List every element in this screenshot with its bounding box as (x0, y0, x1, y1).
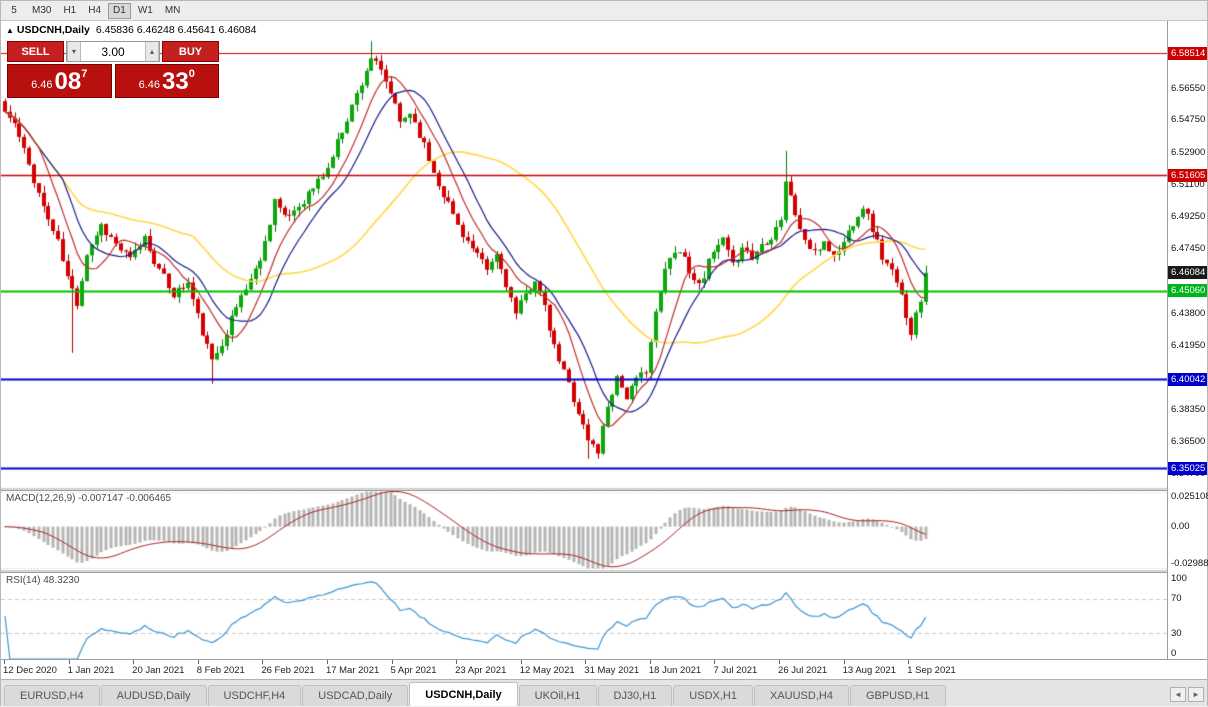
chart-tab-audusd-daily[interactable]: AUDUSD,Daily (100, 685, 207, 706)
price-axis-label: 6.49250 (1171, 211, 1206, 223)
price-axis-main: 6.56550 6.54750 6.52900 6.51100 6.49250 6.474… (1168, 21, 1207, 487)
timeframe-button-h1[interactable]: H1 (63, 4, 77, 16)
volume-decrease-icon[interactable]: ▾ (67, 42, 81, 61)
one-click-trading-panel: SELL ▾ 3.00 ▴ BUY 6.46 08 7 6.46 (7, 41, 219, 98)
rsi-axis-label: 30 (1171, 627, 1182, 639)
price-axis-rsi: 100 70 30 0 (1168, 573, 1207, 659)
pane-separator[interactable] (1, 487, 1207, 491)
timeframe-button-5[interactable]: 5 (11, 4, 17, 16)
time-axis-label: 23 Apr 2021 (455, 660, 507, 676)
buy-price-prefix: 6.46 (138, 79, 161, 91)
price-line-badge: 6.35025 (1168, 461, 1207, 475)
macd-axis-label: 0.025108 (1171, 491, 1208, 502)
volume-stepper[interactable]: ▾ 3.00 ▴ (66, 41, 160, 62)
price-line-badge: 6.58514 (1168, 46, 1207, 60)
time-axis-label: 31 May 2021 (584, 660, 640, 676)
price-axis-label: 6.51100 (1171, 178, 1205, 190)
chart-tab-gbpusd-h1[interactable]: GBPUSD,H1 (849, 685, 946, 706)
time-axis[interactable]: 12 Dec 2020 1 Jan 2021 20 Jan 2021 8 Feb 20… (1, 659, 1207, 679)
macd-axis-label: -0.029884 (1171, 558, 1208, 569)
time-axis-label: 8 Feb 2021 (196, 660, 245, 676)
time-axis-label: 18 Jun 2021 (648, 660, 702, 676)
time-axis-label: 20 Jan 2021 (132, 660, 185, 676)
candlestick-chart-canvas[interactable] (1, 21, 1167, 487)
timeframe-button-h4[interactable]: H4 (88, 4, 102, 16)
time-axis-label: 12 Dec 2020 (3, 660, 57, 676)
volume-increase-icon[interactable]: ▴ (145, 42, 159, 61)
rsi-indicator-pane: RSI(14) 48.3230 (1, 573, 1167, 659)
price-axis[interactable]: 6.56550 6.54750 6.52900 6.51100 6.49250 6.474… (1167, 21, 1208, 659)
price-line-badge: 6.45060 (1168, 284, 1207, 298)
chart-tabs-bar: EURUSD,H4 AUDUSD,Daily USDCHF,H4 USDCAD,Dai… (1, 679, 1207, 706)
sell-price-display[interactable]: 6.46 08 7 (7, 64, 112, 98)
rsi-indicator-label: RSI(14) 48.3230 (6, 575, 80, 586)
time-axis-label: 26 Feb 2021 (261, 660, 315, 676)
chart-tab-xauusd-h4[interactable]: XAUUSD,H4 (753, 685, 849, 706)
volume-value[interactable]: 3.00 (101, 44, 125, 59)
timeframe-button-w1[interactable]: W1 (137, 4, 153, 16)
tab-scroll-left-icon[interactable]: ◄ (1170, 687, 1186, 702)
timeframe-button-mn[interactable]: MN (164, 4, 181, 16)
price-axis-label: 6.38350 (1171, 403, 1206, 415)
collapse-trade-panel-icon[interactable]: ▲ (6, 26, 14, 35)
macd-chart-canvas[interactable] (1, 491, 1167, 569)
sell-price-pip: 7 (81, 68, 88, 80)
time-axis-label: 1 Jan 2021 (67, 660, 115, 676)
time-axis-label: 12 May 2021 (519, 660, 575, 676)
macd-axis-label: 0.00 (1171, 521, 1190, 533)
rsi-axis-label: 70 (1171, 593, 1182, 605)
rsi-chart-canvas[interactable] (1, 573, 1167, 659)
price-axis-label: 6.41950 (1171, 340, 1206, 352)
price-axis-macd: 0.025108 0.00 -0.029884 (1168, 491, 1208, 569)
time-axis-label: 17 Mar 2021 (325, 660, 380, 676)
price-axis-label: 6.56550 (1171, 82, 1206, 94)
sell-price-prefix: 6.46 (31, 79, 53, 91)
chart-title: ▲ USDCNH,Daily 6.45836 6.46248 6.45641 6.4… (6, 24, 256, 36)
timeframe-toolbar: 5 M30 H1 H4 D1 W1 MN (1, 1, 1207, 21)
price-axis-label: 6.52900 (1171, 147, 1206, 158)
pane-separator[interactable] (1, 569, 1207, 573)
rsi-axis-label: 100 (1171, 573, 1187, 584)
buy-price-pip: 0 (188, 68, 195, 80)
main-chart-pane: ▲ USDCNH,Daily 6.45836 6.46248 6.45641 6.4… (1, 21, 1167, 487)
time-axis-label: 1 Sep 2021 (907, 660, 956, 676)
price-line-badge: 6.51605 (1168, 168, 1207, 182)
chart-ohlc-values: 6.45836 6.46248 6.45641 6.46084 (95, 24, 257, 36)
sell-button[interactable]: SELL (7, 41, 64, 62)
buy-price-display[interactable]: 6.46 33 0 (114, 64, 219, 98)
chart-tab-usdchf-h4[interactable]: USDCHF,H4 (207, 685, 302, 706)
chart-tab-dj30-h1[interactable]: DJ30,H1 (597, 685, 673, 706)
time-axis-label: 7 Jul 2021 (713, 660, 758, 676)
price-line-badge: 6.46084 (1168, 266, 1207, 280)
timeframe-button-d1[interactable]: D1 (108, 2, 131, 19)
chart-tab-eurusd-h4[interactable]: EURUSD,H4 (4, 685, 100, 706)
timeframe-button-m30[interactable]: M30 (32, 4, 52, 16)
chart-symbol-label: USDCNH,Daily (16, 24, 90, 36)
time-axis-label: 13 Aug 2021 (842, 660, 896, 676)
chart-tab-ukoil-h1[interactable]: UKOil,H1 (518, 685, 597, 706)
time-axis-label: 26 Jul 2021 (778, 660, 828, 676)
chart-tab-usdcnh-daily[interactable]: USDCNH,Daily (409, 682, 518, 706)
buy-button[interactable]: BUY (162, 41, 219, 62)
price-axis-label: 6.47450 (1171, 243, 1206, 255)
price-axis-label: 6.54750 (1171, 114, 1206, 126)
tab-scroll-right-icon[interactable]: ► (1188, 687, 1204, 702)
chart-area: ▲ USDCNH,Daily 6.45836 6.46248 6.45641 6.4… (1, 21, 1208, 679)
tab-scroll-controls: ◄ ► (1170, 687, 1204, 702)
chart-tab-usdcad-daily[interactable]: USDCAD,Daily (302, 685, 409, 706)
macd-indicator-label: MACD(12,26,9) -0.007147 -0.006465 (6, 493, 172, 504)
price-line-badge: 6.40042 (1168, 372, 1207, 386)
chart-tab-usdx-h1[interactable]: USDX,H1 (673, 685, 753, 706)
price-axis-label: 6.43800 (1171, 307, 1206, 319)
price-axis-label: 6.36500 (1171, 436, 1206, 448)
sell-price-main: 08 (54, 68, 82, 95)
buy-price-main: 33 (162, 68, 189, 95)
time-axis-label: 5 Apr 2021 (390, 660, 437, 676)
macd-indicator-pane: MACD(12,26,9) -0.007147 -0.006465 (1, 491, 1167, 569)
rsi-axis-label: 0 (1171, 648, 1177, 659)
